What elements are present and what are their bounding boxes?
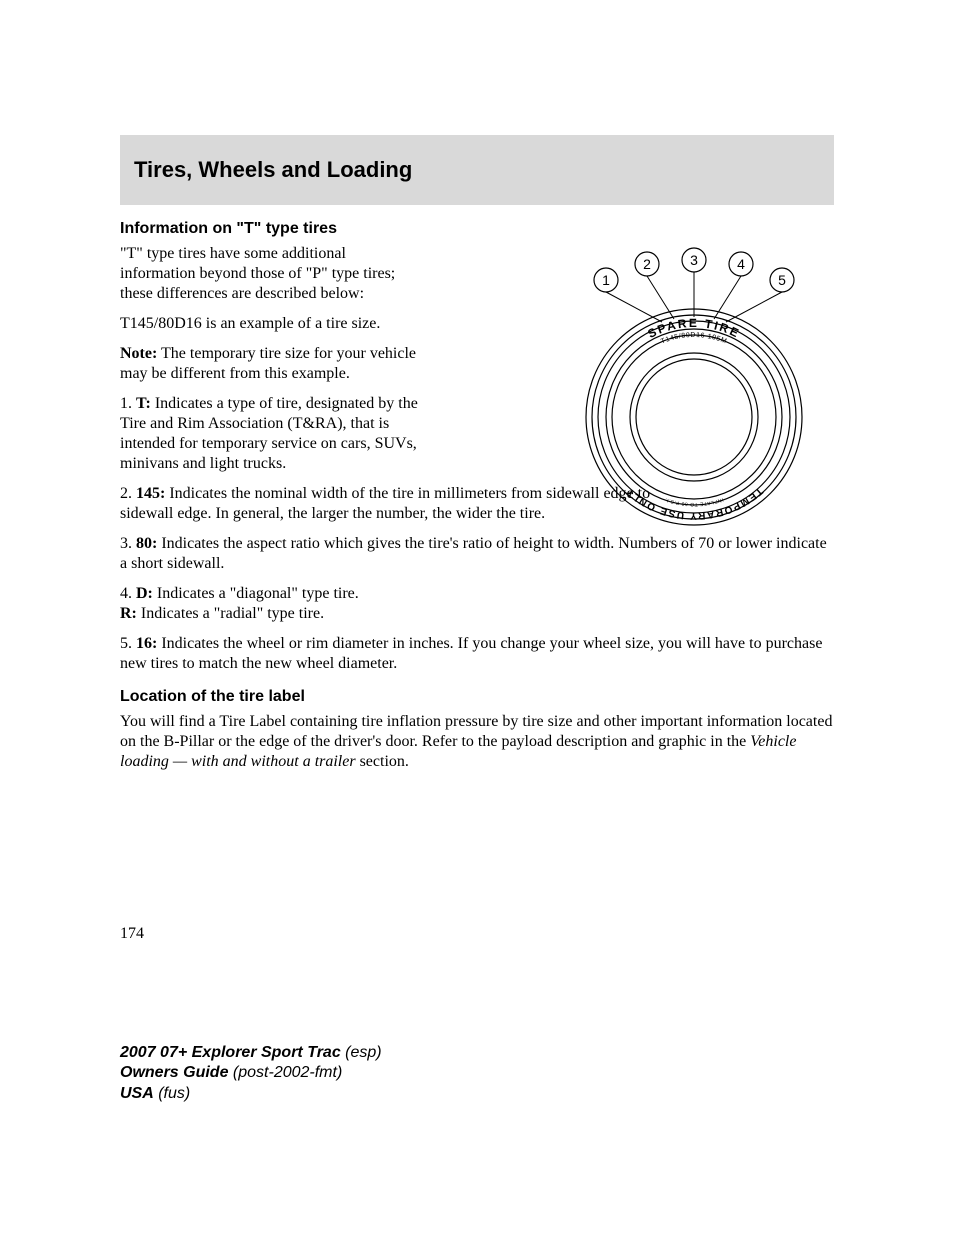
footer-l2-tail: (post-2002-fmt) [228, 1064, 342, 1081]
subheading-location: Location of the tire label [120, 688, 834, 706]
section-header-bar: Tires, Wheels and Loading [120, 135, 834, 205]
note-body: The temporary tire size for your vehicle… [120, 345, 416, 382]
item3-key: 80: [136, 535, 157, 552]
para-example: T145/80D16 is an example of a tire size. [120, 314, 420, 334]
para-item-1: 1. T: Indicates a type of tire, designat… [120, 394, 420, 474]
item2-key: 145: [136, 485, 165, 502]
note-label: Note: [120, 345, 157, 362]
para-note: Note: The temporary tire size for your v… [120, 344, 420, 384]
svg-text:1: 1 [602, 272, 610, 288]
item4b-key: R: [120, 605, 137, 622]
item2-num: 2. [120, 485, 136, 502]
svg-text:INFLATE TO 60 P.S.I.: INFLATE TO 60 P.S.I. [664, 496, 724, 507]
subheading-t-type: Information on "T" type tires [120, 220, 834, 238]
item5-body: Indicates the wheel or rim diameter in i… [120, 635, 822, 672]
footer-line-3: USA (fus) [120, 1084, 382, 1105]
footer-l2-bold: Owners Guide [120, 1064, 228, 1081]
item3-num: 3. [120, 535, 136, 552]
item4-key: D: [136, 585, 153, 602]
para-item-4: 4. D: Indicates a "diagonal" type tire. [120, 584, 834, 604]
tire-svg-icon: SPARE TIRET145/80D16 105MTEMPORARY USE O… [544, 242, 844, 542]
para-item-4b: R: Indicates a "radial" type tire. [120, 604, 834, 624]
item5-num: 5. [120, 635, 136, 652]
footer-l1-tail: (esp) [341, 1044, 382, 1061]
footer-line-1: 2007 07+ Explorer Sport Trac (esp) [120, 1043, 382, 1064]
footer-line-2: Owners Guide (post-2002-fmt) [120, 1063, 382, 1084]
item4-num: 4. [120, 585, 136, 602]
item5-key: 16: [136, 635, 157, 652]
item1-key: T: [136, 395, 151, 412]
section-header-title: Tires, Wheels and Loading [134, 157, 412, 183]
para-intro: "T" type tires have some additional info… [120, 244, 420, 304]
loc-c: section. [356, 753, 409, 770]
content-area: Information on "T" type tires "T" type t… [120, 220, 834, 782]
footer-block: 2007 07+ Explorer Sport Trac (esp) Owner… [120, 1043, 382, 1105]
page-number: 174 [120, 925, 144, 943]
svg-text:3: 3 [690, 252, 698, 268]
footer-l1-bold: 2007 07+ Explorer Sport Trac [120, 1044, 341, 1061]
svg-text:T145/80D16 105M: T145/80D16 105M [660, 332, 728, 346]
tire-diagram: SPARE TIRET145/80D16 105MTEMPORARY USE O… [544, 242, 844, 542]
item1-body: Indicates a type of tire, designated by … [120, 395, 418, 472]
svg-text:5: 5 [778, 272, 786, 288]
svg-text:2: 2 [643, 256, 651, 272]
para-item-5: 5. 16: Indicates the wheel or rim diamet… [120, 634, 834, 674]
item4-body: Indicates a "diagonal" type tire. [153, 585, 359, 602]
loc-a: You will find a Tire Label containing ti… [120, 713, 832, 750]
footer-l3-tail: (fus) [154, 1085, 190, 1102]
para-location: You will find a Tire Label containing ti… [120, 712, 834, 772]
svg-text:4: 4 [737, 256, 745, 272]
footer-l3-bold: USA [120, 1085, 154, 1102]
page: Tires, Wheels and Loading Information on… [0, 0, 954, 1235]
item4b-body: Indicates a "radial" type tire. [137, 605, 324, 622]
item1-num: 1. [120, 395, 136, 412]
